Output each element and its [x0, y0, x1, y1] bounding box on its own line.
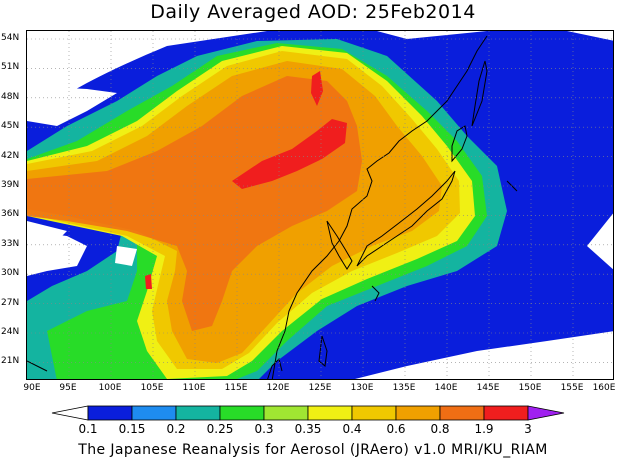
colorbar-swatch — [175, 405, 221, 421]
aod-map — [26, 30, 614, 380]
lat-label: 54N — [1, 33, 20, 43]
colorbar — [51, 405, 565, 421]
lon-label: 120E — [266, 383, 290, 393]
lat-label: 51N — [1, 62, 20, 73]
lon-label: 125E — [308, 383, 332, 393]
lat-label: 45N — [1, 121, 20, 132]
colorbar-swatch — [263, 405, 309, 421]
lon-label: 155E — [560, 383, 584, 393]
lon-label: 140E — [434, 383, 458, 393]
lon-label: 95E — [59, 383, 77, 393]
lat-label: 33N — [1, 238, 20, 249]
coastline — [27, 35, 518, 379]
colorbar-swatch — [219, 405, 265, 421]
lon-label: 135E — [392, 383, 416, 393]
lon-label: 150E — [518, 383, 542, 393]
colorbar-label: 1.9 — [474, 422, 494, 436]
colorbar-swatch — [351, 405, 397, 421]
lon-label: 130E — [350, 383, 374, 393]
colorbar-swatch — [483, 405, 529, 421]
colorbar-label: 0.8 — [430, 422, 450, 436]
lon-label: 110E — [182, 383, 206, 393]
lon-label: 105E — [140, 383, 164, 393]
colorbar-swatch — [395, 405, 441, 421]
colorbar-label: 0.35 — [294, 422, 322, 436]
lat-label: 36N — [1, 209, 20, 220]
aod-field-red-2 — [311, 71, 323, 106]
colorbar-label: 0.1 — [78, 422, 98, 436]
lat-label: 30N — [1, 268, 20, 279]
colorbar-label: 0.15 — [118, 422, 146, 436]
lon-label: 160E — [592, 383, 616, 393]
colorbar-label: 0.6 — [386, 422, 406, 436]
lon-label: 100E — [98, 383, 122, 393]
aod-field-white-1 — [27, 86, 117, 126]
lat-label: 48N — [1, 91, 20, 102]
lat-label: 24N — [1, 327, 20, 337]
aod-field-red-1 — [232, 119, 347, 189]
lon-label: 145E — [476, 383, 500, 393]
colorbar-label: 0.25 — [206, 422, 234, 436]
colorbar-swatch — [307, 405, 353, 421]
colorbar-label: 0.2 — [166, 422, 186, 436]
aod-field-red-3 — [145, 274, 152, 289]
lat-label: 42N — [1, 150, 20, 161]
lon-label: 115E — [224, 383, 248, 393]
lon-label: 90E — [23, 383, 41, 393]
lat-label: 39N — [1, 180, 20, 190]
aod-field-white-3 — [115, 246, 137, 266]
colorbar-swatch — [87, 405, 133, 421]
colorbar-swatch — [439, 405, 485, 421]
colorbar-label: 3 — [524, 422, 532, 436]
colorbar-swatch — [527, 405, 565, 421]
colorbar-label: 0.3 — [254, 422, 274, 436]
lat-label: 27N — [1, 297, 20, 308]
colorbar-label: 0.4 — [342, 422, 362, 436]
colorbar-swatch — [51, 405, 89, 421]
lat-label: 21N — [1, 356, 20, 367]
aod-field-dark-orange — [27, 76, 362, 331]
map-title: Daily Averaged AOD: 25Feb2014 — [150, 1, 476, 23]
footer-credit: The Japanese Reanalysis for Aerosol (JRA… — [78, 442, 548, 458]
aod-field-white-2 — [27, 231, 87, 276]
colorbar-swatch — [131, 405, 177, 421]
